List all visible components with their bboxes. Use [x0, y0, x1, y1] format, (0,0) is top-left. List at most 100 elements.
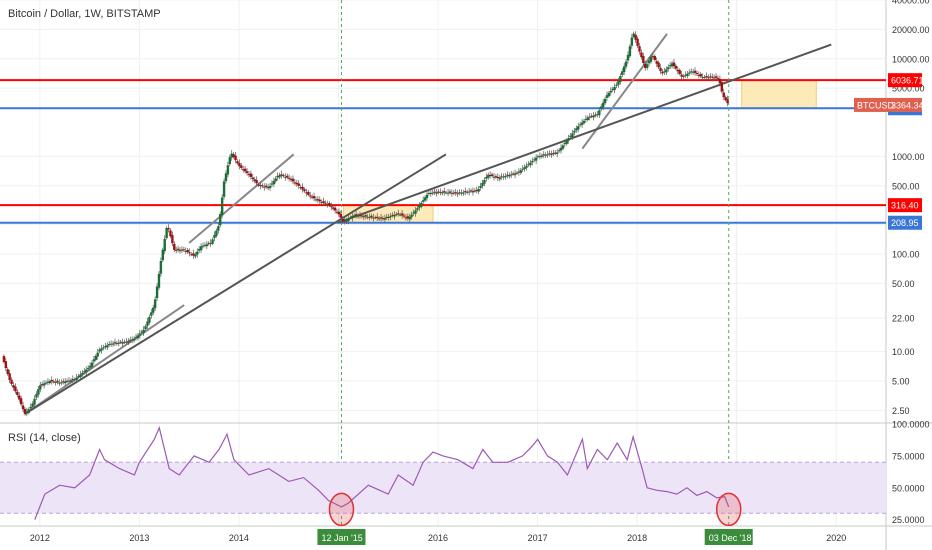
candle-body: [374, 217, 377, 219]
candle-body: [506, 174, 509, 176]
candle-body: [494, 176, 498, 178]
candle-body: [345, 220, 348, 222]
x-tick-label: 2017: [528, 533, 548, 543]
candle-body: [477, 188, 480, 192]
candle-body: [73, 379, 76, 381]
y-tick-label: 5.00: [892, 376, 910, 386]
candle-body: [402, 215, 406, 217]
candle-body: [431, 192, 434, 194]
y-tick-label: 100.00: [892, 249, 920, 259]
candle-body: [52, 381, 55, 383]
level-tag: [888, 73, 922, 88]
candle-body: [199, 246, 203, 251]
candle-body: [471, 190, 475, 193]
candle-body: [2, 356, 6, 363]
rsi-band: [0, 462, 886, 514]
candle-body: [412, 212, 415, 214]
candle-body: [538, 155, 542, 157]
candle-body: [310, 196, 314, 198]
candle-body: [123, 341, 126, 343]
candle-body: [395, 214, 398, 216]
candle-body: [100, 348, 103, 351]
candle-body: [368, 217, 371, 219]
candle-body: [580, 122, 584, 125]
candle-body: [188, 252, 191, 254]
candle-body: [456, 193, 459, 195]
candle-body: [159, 261, 163, 274]
candle-body: [689, 71, 693, 73]
candle-body: [85, 369, 88, 373]
candle-body: [190, 254, 193, 256]
candle-body: [603, 98, 607, 104]
x-tick-label: 2020: [826, 533, 846, 543]
candle-body: [372, 217, 375, 219]
candle-body: [175, 249, 178, 251]
candle-body: [268, 185, 272, 189]
y-tick-label: 22.00: [892, 314, 915, 324]
candle-body: [226, 165, 230, 175]
candle-body: [280, 174, 283, 176]
candle-body: [536, 156, 540, 158]
candle-body: [617, 80, 620, 85]
candle-body: [628, 46, 632, 57]
candle-body: [705, 75, 708, 78]
candle-body: [205, 244, 209, 247]
candle-body: [525, 165, 528, 168]
candle-body: [370, 215, 373, 218]
candle-body: [167, 227, 170, 230]
trendline: [188, 153, 295, 244]
rsi-y-tick-label: 50.0000: [892, 483, 925, 493]
candle-body: [465, 191, 469, 193]
accumulation-zone: [741, 79, 817, 109]
candle-body: [113, 342, 117, 344]
candle-body: [129, 339, 132, 341]
candle-body: [309, 195, 312, 197]
candle-body: [351, 215, 354, 219]
candle-body: [127, 340, 130, 343]
candle-body: [54, 381, 57, 383]
candle-body: [575, 128, 578, 131]
candle-body: [217, 226, 220, 231]
y-tick-label: 40000.00: [892, 0, 930, 6]
candle-body: [316, 199, 320, 201]
candle-body: [106, 345, 109, 348]
candle-body: [454, 192, 457, 194]
candle-body: [192, 253, 195, 256]
candle-body: [301, 186, 304, 190]
candle-body: [377, 218, 381, 220]
candle-body: [672, 62, 676, 66]
candle-body: [467, 191, 471, 193]
candle-body: [16, 391, 19, 395]
candle-body: [220, 197, 224, 216]
candle-body: [356, 215, 360, 217]
candle-body: [253, 179, 256, 182]
date-tag-label: 03 Dec '18: [709, 533, 752, 543]
candle-body: [531, 161, 534, 163]
candle-body: [349, 217, 352, 219]
candle-body: [443, 191, 446, 193]
candle-body: [458, 192, 461, 194]
candle-body: [527, 164, 530, 166]
date-tag-label: 12 Jan '15: [321, 533, 362, 543]
candle-body: [645, 64, 649, 68]
candle-body: [209, 242, 212, 244]
candle-body: [240, 165, 243, 168]
candle-body: [439, 191, 442, 193]
candle-body: [178, 249, 182, 252]
candle-body: [582, 120, 586, 124]
candle-body: [242, 169, 245, 171]
candle-body: [596, 114, 599, 116]
candle-body: [554, 152, 557, 154]
candle-body: [557, 150, 561, 152]
candle-body: [383, 218, 387, 220]
candle-body: [194, 254, 197, 257]
candle-body: [152, 307, 155, 313]
candle-body: [488, 174, 492, 176]
candle-body: [410, 214, 413, 218]
candle-body: [621, 71, 624, 75]
candle-body: [452, 192, 455, 194]
candle-body: [586, 117, 590, 120]
candle-body: [366, 216, 369, 218]
candle-body: [450, 192, 454, 194]
